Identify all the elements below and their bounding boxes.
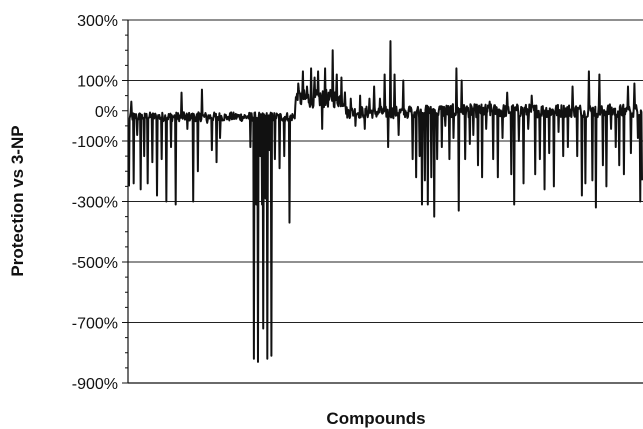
y-axis-title: Protection vs 3-NP [8,125,27,276]
gridlines [128,19,643,323]
y-tick-label: -700% [72,316,118,333]
y-tick-label: -900% [72,376,118,393]
y-tick-label: -300% [72,195,118,212]
y-axis-ticks: 300% 100% 0% -100% -300% -500% -700% -900% [72,13,128,393]
y-tick-label: 100% [77,74,118,91]
y-tick-label: 0% [95,104,118,121]
data-series [128,40,643,363]
y-tick-label: 300% [77,13,118,30]
series-line [128,40,643,363]
y-tick-label: -500% [72,255,118,272]
x-axis-title: Compounds [326,409,425,428]
y-tick-label: -100% [72,134,118,151]
